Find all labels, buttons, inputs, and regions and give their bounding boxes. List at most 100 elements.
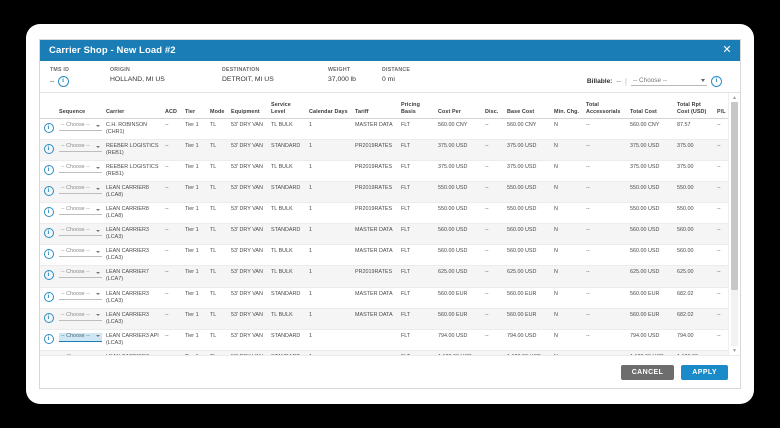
- cell-base-cost: 1,128.00 USD: [505, 350, 552, 355]
- vertical-scrollbar[interactable]: ▲ ▼: [728, 93, 740, 355]
- row-info-icon[interactable]: i: [43, 228, 54, 239]
- sequence-select[interactable]: -- Choose --: [59, 143, 102, 153]
- carrier-name: LEAN CARRIER8: [106, 185, 149, 192]
- sequence-select[interactable]: -- Choose --: [59, 354, 102, 355]
- row-info-icon[interactable]: i: [43, 207, 54, 218]
- summary-distance-label: Distance: [382, 67, 411, 73]
- summary-weight-label: Weight: [328, 67, 351, 73]
- cell-cost-per: 560.00 USD: [436, 244, 483, 267]
- scroll-down-icon[interactable]: ▼: [732, 347, 737, 354]
- cell-service-level: STANDARD: [269, 329, 307, 351]
- cell-service-level: STANDARD: [269, 139, 307, 162]
- sequence-cell: -- Choose --: [57, 139, 104, 162]
- billable-info-icon[interactable]: i: [711, 76, 722, 87]
- cell-service-level: TL BULK: [269, 160, 307, 183]
- cell-total-accessorials: --: [584, 202, 628, 225]
- app-card: Carrier Shop - New Load #2 ✕ TMS ID -- i…: [26, 24, 754, 404]
- sequence-select[interactable]: -- Choose --: [59, 269, 102, 279]
- table-row[interactable]: i-- Choose --LEAN CARRIER7(LCA7)--Tier 1…: [40, 350, 729, 355]
- table-row[interactable]: i -- Choose -- C.H. ROBINSON (CHR1) -- Tier 1…: [40, 118, 729, 141]
- scroll-up-icon[interactable]: ▲: [732, 94, 737, 101]
- cell-acd: --: [163, 265, 183, 288]
- cell-total-accessorials: --: [584, 244, 628, 267]
- sequence-select[interactable]: -- Choose --: [59, 248, 102, 258]
- col-cost-per: Cost Per: [436, 93, 483, 120]
- sequence-select[interactable]: -- Choose --: [59, 164, 102, 174]
- table-row[interactable]: i -- Choose -- LEAN CARRIER8 (LCA8) -- Tier 1…: [40, 202, 729, 225]
- cell-total-rpt-cost: 375.00: [675, 160, 715, 183]
- row-info-cell: i: [40, 329, 57, 351]
- info-icon[interactable]: i: [57, 76, 69, 87]
- sequence-select[interactable]: -- Choose --: [59, 206, 102, 216]
- table-row[interactable]: i -- Choose -- LEAN CARRIER3 (LCA3) -- Tier 1…: [40, 287, 729, 309]
- cell-pl: --: [715, 223, 729, 246]
- sequence-cell: -- Choose --: [57, 118, 104, 141]
- row-info-icon[interactable]: i: [43, 249, 54, 260]
- table-row[interactable]: i -- Choose -- LEAN CARRIER3 (LCA3) -- Tier 1…: [40, 244, 729, 267]
- row-info-icon[interactable]: i: [43, 270, 54, 281]
- row-info-icon[interactable]: i: [43, 165, 54, 176]
- carrier-name: LEAN CARRIER3: [106, 311, 149, 318]
- apply-button[interactable]: APPLY: [681, 364, 728, 380]
- summary-tms-id-label: TMS ID: [50, 67, 70, 73]
- cell-acd: --: [163, 160, 183, 183]
- cell-base-cost: 550.00 USD: [505, 202, 552, 225]
- billable-select[interactable]: -- Choose --: [631, 77, 707, 86]
- sequence-select-label: -- Choose --: [61, 185, 90, 192]
- cell-service-level: TL BULK: [269, 244, 307, 267]
- cell-pl: --: [715, 202, 729, 225]
- cell-total-cost: 560.00 EUR: [628, 287, 675, 309]
- close-icon[interactable]: ✕: [722, 44, 732, 56]
- carrier-code: (REB1): [106, 171, 124, 178]
- table-row[interactable]: i -- Choose -- REEBER LOGISTICS (REB1) -- Tie…: [40, 160, 729, 183]
- chevron-down-icon: [96, 208, 100, 211]
- cell-total-rpt-cost: 1,128.00: [675, 350, 715, 355]
- row-info-icon[interactable]: i: [43, 186, 54, 197]
- cell-tier: Tier 1: [183, 308, 208, 330]
- cell-carrier-name: LEAN CARRIER3 API (LCA3): [104, 329, 163, 351]
- carrier-code: (LCA3): [106, 234, 124, 241]
- cell-service-level: TL BULK: [269, 265, 307, 288]
- carrier-name: LEAN CARRIER8: [106, 206, 149, 213]
- cell-total-rpt-cost: 560.00: [675, 244, 715, 267]
- carrier-name: REEBER LOGISTICS: [106, 143, 159, 150]
- cell-base-cost: 625.00 USD: [505, 265, 552, 288]
- cell-disc: --: [483, 139, 505, 162]
- row-info-icon[interactable]: i: [43, 144, 54, 155]
- carrier-code: (REB1): [106, 150, 124, 157]
- row-info-icon[interactable]: i: [43, 333, 54, 344]
- summary-distance: Distance 0 mi: [382, 67, 442, 83]
- cell-acd: --: [163, 308, 183, 330]
- table-row[interactable]: i -- Choose -- LEAN CARRIER3 (LCA3) -- Tier 1…: [40, 308, 729, 330]
- cell-equipment: 53' DRY VAN: [229, 308, 269, 330]
- sequence-select[interactable]: -- Choose --: [59, 185, 102, 195]
- cell-mode: TL: [208, 139, 229, 162]
- sequence-select[interactable]: -- Choose --: [59, 227, 102, 237]
- cell-mode: TL: [208, 160, 229, 183]
- table-row[interactable]: i -- Choose -- LEAN CARRIER8 (LCA8) -- Tier 1…: [40, 181, 729, 204]
- sequence-select[interactable]: -- Choose --: [59, 291, 102, 300]
- cell-equipment: 53' DRY VAN: [229, 181, 269, 204]
- table-row[interactable]: i -- Choose -- LEAN CARRIER3 API (LCA3) -- Ti…: [40, 329, 729, 351]
- table-row[interactable]: i -- Choose -- LEAN CARRIER3 (LCA3) -- Tier 1…: [40, 223, 729, 246]
- cell-base-cost: 375.00 USD: [505, 160, 552, 183]
- cell-carrier-name: LEAN CARRIER8 (LCA8): [104, 202, 163, 225]
- col-acd: ACD: [163, 93, 183, 120]
- row-info-icon[interactable]: i: [43, 123, 54, 134]
- row-info-icon[interactable]: i: [43, 291, 54, 302]
- table-row[interactable]: i-- Choose --LEAN CARRIER7(LCA7)--Tier 1…: [40, 265, 729, 288]
- row-info-icon[interactable]: i: [43, 312, 54, 323]
- sequence-select[interactable]: -- Choose --: [59, 312, 102, 321]
- sequence-select[interactable]: -- Choose --: [59, 122, 102, 132]
- cell-tariff: PR2019RATES: [353, 202, 399, 225]
- cell-pricing-basis: FLT: [399, 265, 436, 288]
- cancel-button[interactable]: CANCEL: [620, 364, 675, 380]
- col-pricing-basis: Pricing Basis: [399, 93, 436, 120]
- cell-carrier-name: C.H. ROBINSON (CHR1): [104, 118, 163, 141]
- cell-total-cost: 560.00 EUR: [628, 308, 675, 330]
- billable-label: Billable:: [586, 78, 613, 85]
- cell-disc: --: [483, 287, 505, 309]
- table-row[interactable]: i -- Choose -- REEBER LOGISTICS (REB1) -- Tie…: [40, 139, 729, 162]
- scrollbar-thumb[interactable]: [731, 102, 738, 290]
- sequence-select[interactable]: -- Choose --: [59, 332, 102, 342]
